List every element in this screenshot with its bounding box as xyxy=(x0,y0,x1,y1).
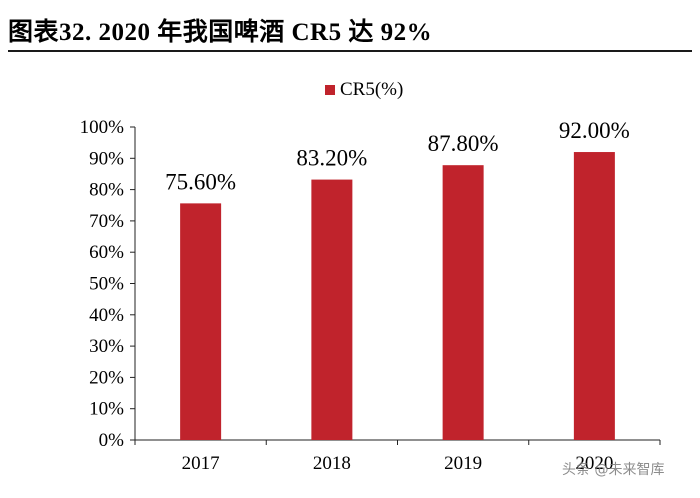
legend-swatch xyxy=(325,85,335,95)
y-tick-label: 40% xyxy=(89,305,124,326)
watermark: 头条 @未来智库 xyxy=(562,462,665,478)
bar xyxy=(311,179,353,441)
data-label: 75.60% xyxy=(165,169,236,194)
title-underline xyxy=(8,50,692,52)
y-tick-label: 80% xyxy=(89,180,124,201)
data-label: 87.80% xyxy=(428,131,499,156)
data-label: 83.20% xyxy=(296,146,367,171)
y-tick-label: 30% xyxy=(89,336,124,357)
x-tick-label: 2019 xyxy=(444,453,482,474)
bar xyxy=(442,165,484,440)
y-tick-label: 100% xyxy=(80,117,125,138)
chart-title: 图表32. 2020 年我国啤酒 CR5 达 92% xyxy=(8,19,433,46)
y-tick-label: 50% xyxy=(89,274,124,295)
y-tick-label: 60% xyxy=(89,242,124,263)
y-tick-label: 20% xyxy=(89,367,124,388)
x-tick-label: 2020 xyxy=(575,453,613,474)
bar xyxy=(573,152,615,441)
bar xyxy=(180,203,222,440)
y-tick-label: 0% xyxy=(99,430,125,451)
x-tick-label: 2017 xyxy=(182,453,220,474)
y-tick-label: 70% xyxy=(89,211,124,232)
x-tick-label: 2018 xyxy=(313,453,351,474)
y-tick-label: 90% xyxy=(89,148,124,169)
data-label: 92.00% xyxy=(559,118,630,143)
legend-label: CR5(%) xyxy=(340,79,403,100)
y-tick-label: 10% xyxy=(89,399,124,420)
